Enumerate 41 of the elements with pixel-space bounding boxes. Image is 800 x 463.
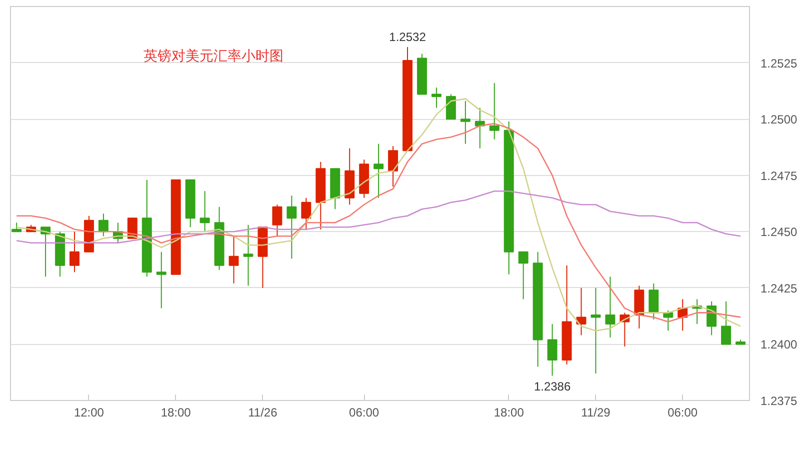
annotation: 1.2532 [389, 30, 426, 44]
candlestick [518, 251, 528, 300]
y-tick-label: 1.2525 [760, 56, 798, 70]
x-tick-label: 06:00 [349, 406, 380, 420]
candlestick [460, 100, 470, 144]
x-tick-label: 18:00 [160, 406, 192, 420]
x-tick-label: 12:00 [74, 406, 104, 420]
candlestick [228, 236, 239, 284]
candlestick [547, 323, 558, 376]
candlestick [648, 282, 659, 320]
candlestick [605, 276, 616, 338]
y-tick-label: 1.2475 [760, 168, 798, 183]
x-tick-label: 06:00 [668, 406, 698, 420]
candlestick [98, 213, 108, 237]
candlestick [590, 287, 601, 374]
candlestick [301, 197, 312, 230]
line-series [16, 190, 742, 244]
candlestick [446, 94, 456, 120]
y-tick-label: 1.2450 [760, 225, 798, 240]
candlestick [431, 87, 442, 108]
x-tick-label: 11/29 [581, 406, 611, 420]
x-tick-label: 18:00 [494, 406, 524, 420]
y-tick-label: 1.2375 [760, 394, 798, 408]
candlestick [388, 146, 398, 188]
candlestick [489, 82, 500, 140]
y-tick-label: 1.2425 [760, 281, 798, 296]
candlestick [374, 143, 384, 198]
text: 英镑对美元汇率小时图 [144, 48, 284, 64]
candlestick [156, 251, 166, 309]
candlestick [286, 195, 297, 260]
candlestick [70, 231, 80, 273]
candlestick [200, 190, 210, 232]
candlestick [576, 287, 586, 336]
candlestick [12, 222, 22, 232]
y-tick-label: 1.2500 [760, 112, 798, 127]
annotation: 1.2386 [534, 380, 571, 394]
x-tick-label: 11/26 [248, 406, 278, 420]
candlestick [721, 300, 732, 345]
candlestick [272, 204, 282, 237]
y-tick-label: 1.2400 [760, 338, 798, 352]
candlestick [243, 224, 254, 286]
